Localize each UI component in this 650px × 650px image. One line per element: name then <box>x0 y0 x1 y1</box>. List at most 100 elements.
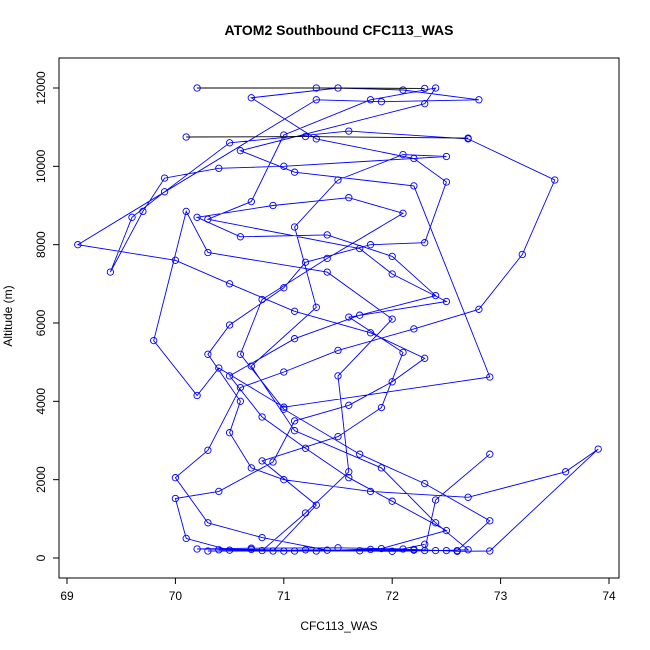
data-point <box>204 446 212 454</box>
data-point <box>377 403 386 412</box>
x-tick-label: 72 <box>386 589 400 603</box>
data-point <box>388 378 396 386</box>
data-point <box>290 427 299 435</box>
data-point <box>431 291 440 300</box>
data-point <box>464 546 472 554</box>
data-point <box>388 252 396 261</box>
data-point <box>236 383 245 392</box>
data-point <box>312 501 320 509</box>
data-point <box>334 372 342 380</box>
data-point <box>215 546 223 554</box>
data-point <box>431 84 440 92</box>
y-tick-label: 8000 <box>34 231 48 258</box>
data-point <box>366 96 375 104</box>
data-point <box>193 84 201 92</box>
data-point <box>258 295 266 304</box>
data-point <box>215 487 223 496</box>
chart-title: ATOM2 Southbound CFC113_WAS <box>225 22 454 38</box>
data-point <box>410 182 418 190</box>
y-tick-label: 4000 <box>34 388 48 415</box>
data-point <box>431 519 440 527</box>
data-point <box>258 546 266 555</box>
data-point <box>150 336 158 345</box>
data-point <box>225 139 234 147</box>
data-point <box>160 188 169 196</box>
data-point <box>182 207 190 216</box>
data-point <box>388 270 396 278</box>
series-line <box>207 550 447 552</box>
data-point <box>280 405 288 413</box>
data-point <box>345 474 353 482</box>
data-point <box>366 329 375 337</box>
data-point <box>366 241 375 249</box>
data-point <box>356 244 364 253</box>
data-point <box>421 84 429 93</box>
data-point <box>225 372 234 380</box>
plot-frame <box>58 57 620 579</box>
data-point <box>442 178 451 186</box>
data-point <box>193 545 201 553</box>
y-axis: 0 2000 4000 6000 8000 10000 12000 <box>34 71 59 561</box>
data-point <box>236 147 245 155</box>
y-tick-label: 10000 <box>34 149 48 183</box>
data-point <box>312 303 320 311</box>
data-point <box>561 468 570 476</box>
data-point <box>106 268 115 276</box>
y-tick-label: 6000 <box>34 309 48 336</box>
data-point <box>225 280 234 288</box>
x-tick-label: 71 <box>277 589 291 603</box>
x-axis-label: CFC113_WAS <box>300 619 377 633</box>
data-point <box>377 464 386 472</box>
data-point <box>171 494 180 503</box>
data-point <box>475 305 483 313</box>
data-point <box>323 231 331 239</box>
data-point <box>290 335 299 343</box>
x-tick-label: 74 <box>602 589 616 603</box>
series-layer <box>74 84 602 555</box>
data-point <box>377 98 386 106</box>
data-point <box>204 350 212 358</box>
data-point <box>377 544 386 553</box>
data-point <box>323 254 331 263</box>
data-point <box>421 540 429 548</box>
data-point <box>280 547 288 555</box>
data-point <box>215 364 223 372</box>
data-point <box>486 517 494 525</box>
series-3 <box>193 84 429 93</box>
data-point <box>301 546 310 554</box>
data-point <box>204 215 212 223</box>
data-point <box>334 432 342 441</box>
data-point <box>594 445 602 453</box>
data-point <box>421 239 429 247</box>
series-2 <box>182 132 472 142</box>
data-point <box>410 546 418 554</box>
data-point <box>345 127 353 135</box>
data-point <box>388 547 396 555</box>
data-point <box>280 131 288 139</box>
data-point <box>236 397 245 405</box>
data-point <box>442 152 451 161</box>
data-point <box>171 256 180 264</box>
data-point <box>74 241 82 249</box>
data-point <box>312 96 320 104</box>
x-tick-label: 70 <box>169 589 183 603</box>
data-point <box>464 134 472 142</box>
data-point <box>247 94 255 102</box>
data-point <box>312 135 320 143</box>
data-point <box>247 362 255 370</box>
series-1 <box>74 84 602 555</box>
x-tick-label: 73 <box>494 589 508 603</box>
data-point <box>399 209 407 217</box>
data-point <box>486 373 494 381</box>
data-point <box>193 391 201 400</box>
data-point <box>247 464 255 472</box>
data-point <box>366 545 375 554</box>
data-point <box>486 547 494 555</box>
data-point <box>399 348 407 357</box>
data-point <box>442 546 451 555</box>
data-point <box>356 450 364 458</box>
data-point <box>366 487 375 496</box>
data-point <box>323 268 331 276</box>
data-point <box>388 497 396 505</box>
